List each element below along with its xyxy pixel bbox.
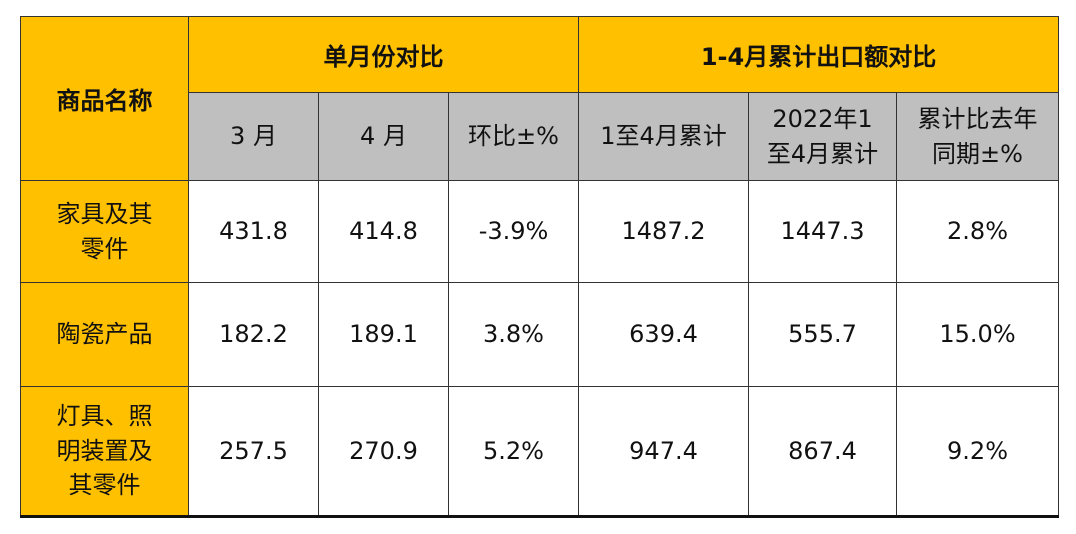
row-header-text: 家具及其零件 [56,199,153,263]
cell: 5.2% [447,386,580,517]
cell-text: 947.4 [629,436,698,465]
cell: 270.9 [318,386,449,517]
table-row: 陶瓷产品 182.2 189.1 3.8% 639.4 555.7 15.0% [20,282,1060,387]
cell-text: 15.0% [939,320,1016,349]
cell: 257.5 [188,386,319,517]
cell: -3.9% [447,180,580,283]
cell-text: 431.8 [219,217,288,246]
cell-text: 639.4 [629,320,698,349]
row-header: 灯具、照明装置及其零件 [20,386,189,517]
cell-text: 414.8 [349,217,418,246]
cell: 639.4 [578,282,750,387]
column-header: 1至4月累计 [578,92,750,181]
cell-text: 867.4 [788,436,857,465]
column-header-text: 4 月 [360,122,407,151]
column-header: 3 月 [188,92,319,181]
cell-text: 257.5 [219,436,288,465]
cell: 182.2 [188,282,319,387]
cell-text: 270.9 [349,436,418,465]
cell-text: 5.2% [483,436,544,465]
column-header: 环比±% [447,92,580,181]
cell-text: 2.8% [947,217,1009,246]
table-row: 灯具、照明装置及其零件 257.5 270.9 5.2% 947.4 867.4 9.2% [20,386,1060,517]
export-table: 商品名称 单月份对比 1-4月累计出口额对比 3 月 4 月 环比±% 1至4月累计 2… [20,16,1060,518]
column-header: 2022年1至4月累计 [748,92,898,181]
cell: 867.4 [748,386,898,517]
row-header-text: 灯具、照明装置及其零件 [56,401,153,500]
cell: 414.8 [318,180,449,283]
group-header: 单月份对比 [187,16,580,93]
column-header-row: 3 月 4 月 环比±% 1至4月累计 2022年1至4月累计 累计比去年同期±% [21,92,1060,181]
cell-text: 189.1 [349,320,418,349]
cell: 2.8% [896,180,1060,283]
column-header-text: 环比±% [468,122,559,151]
table-row: 家具及其零件 431.8 414.8 -3.9% 1487.2 1447.3 2.8% [20,180,1060,283]
column-header-text: 累计比去年同期±% [917,104,1038,168]
cell: 15.0% [896,282,1060,387]
cell: 431.8 [188,180,319,283]
cell-text: 1487.2 [621,217,706,246]
group-header: 1-4月累计出口额对比 [578,16,1060,93]
corner-header: 商品名称 [20,16,189,181]
row-header: 家具及其零件 [20,180,189,283]
cell: 1447.3 [748,180,898,283]
row-header: 陶瓷产品 [20,282,189,387]
cell-text: 1447.3 [780,217,865,246]
cell: 1487.2 [578,180,750,283]
column-header: 4 月 [318,92,449,181]
cell-text: 555.7 [788,320,857,349]
cell-text: 182.2 [219,320,288,349]
cell: 189.1 [318,282,449,387]
cell-text: 3.8% [483,320,544,349]
cell: 3.8% [447,282,580,387]
cell: 555.7 [748,282,898,387]
cell: 9.2% [896,386,1060,517]
column-header-text: 2022年1至4月累计 [766,104,879,168]
cell: 947.4 [578,386,750,517]
row-header-text: 陶瓷产品 [56,320,153,349]
column-header-text: 3 月 [230,122,277,151]
cell-text: -3.9% [478,217,549,246]
cell-text: 9.2% [947,436,1009,465]
column-header-text: 1至4月累计 [600,122,727,151]
column-header: 累计比去年同期±% [896,92,1060,181]
